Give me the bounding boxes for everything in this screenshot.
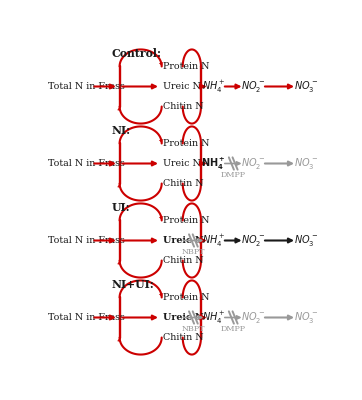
Text: NBPT: NBPT (182, 248, 205, 256)
Text: $\mathbf{NH_4^+}$: $\mathbf{NH_4^+}$ (201, 156, 226, 172)
Text: $NH_4^+$: $NH_4^+$ (202, 310, 226, 326)
Text: $NH_4^+$: $NH_4^+$ (202, 232, 226, 248)
Text: Total N in Frass: Total N in Frass (48, 236, 125, 245)
Text: Ureic N: Ureic N (163, 236, 204, 245)
Text: $NO_2^-$: $NO_2^-$ (241, 156, 265, 171)
Text: UI:: UI: (111, 202, 130, 213)
Text: Control:: Control: (111, 48, 161, 59)
Text: DMPP: DMPP (221, 171, 246, 179)
Text: Protein N: Protein N (163, 139, 210, 148)
Text: $NH_4^+$: $NH_4^+$ (202, 78, 226, 94)
Text: Chitin N: Chitin N (163, 333, 204, 342)
Text: $NO_3^-$: $NO_3^-$ (294, 310, 318, 325)
Text: NI:: NI: (111, 125, 130, 136)
Text: $NO_3^-$: $NO_3^-$ (294, 156, 318, 171)
Text: $NO_2^-$: $NO_2^-$ (241, 79, 265, 94)
Text: NBPT: NBPT (182, 325, 205, 333)
Text: Chitin N: Chitin N (163, 256, 204, 265)
Text: Total N in Frass: Total N in Frass (48, 159, 125, 168)
Text: $NO_3^-$: $NO_3^-$ (294, 233, 318, 248)
Text: Chitin N: Chitin N (163, 102, 204, 111)
Text: DMPP: DMPP (221, 325, 246, 333)
Text: $NO_2^-$: $NO_2^-$ (241, 233, 265, 248)
Text: Ureic N: Ureic N (163, 82, 201, 91)
Text: Protein N: Protein N (163, 293, 210, 302)
Text: Ureic N: Ureic N (163, 313, 204, 322)
Text: $NO_2^-$: $NO_2^-$ (241, 310, 265, 325)
Text: Total N in Frass: Total N in Frass (48, 82, 125, 91)
Text: NI+UI:: NI+UI: (111, 279, 154, 290)
Text: Protein N: Protein N (163, 62, 210, 71)
Text: $NO_3^-$: $NO_3^-$ (294, 79, 318, 94)
Text: Total N in Frass: Total N in Frass (48, 313, 125, 322)
Text: Protein N: Protein N (163, 216, 210, 225)
Text: Chitin N: Chitin N (163, 179, 204, 188)
Text: Ureic N: Ureic N (163, 159, 201, 168)
